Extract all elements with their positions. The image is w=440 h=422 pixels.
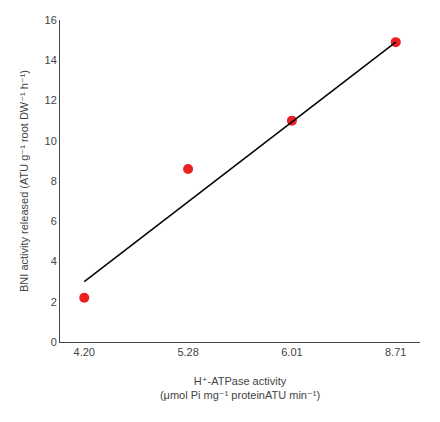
svg-text:BNI activity released (ATU g⁻¹: BNI activity released (ATU g⁻¹ root DW⁻¹… [18, 70, 30, 292]
svg-text:6.01: 6.01 [281, 346, 302, 358]
svg-text:0: 0 [51, 336, 57, 348]
svg-text:6: 6 [51, 215, 57, 227]
svg-text:10: 10 [45, 135, 57, 147]
svg-text:4.20: 4.20 [74, 346, 95, 358]
svg-text:8.71: 8.71 [385, 346, 406, 358]
svg-text:12: 12 [45, 94, 57, 106]
svg-text:8: 8 [51, 175, 57, 187]
svg-text:4: 4 [51, 255, 57, 267]
svg-text:14: 14 [45, 54, 57, 66]
svg-text:H⁺-ATPase activity(μmol Pi mg⁻: H⁺-ATPase activity(μmol Pi mg⁻¹ proteinA… [160, 375, 320, 401]
svg-text:2: 2 [51, 296, 57, 308]
svg-text:5.28: 5.28 [177, 346, 198, 358]
svg-text:16: 16 [45, 14, 57, 26]
